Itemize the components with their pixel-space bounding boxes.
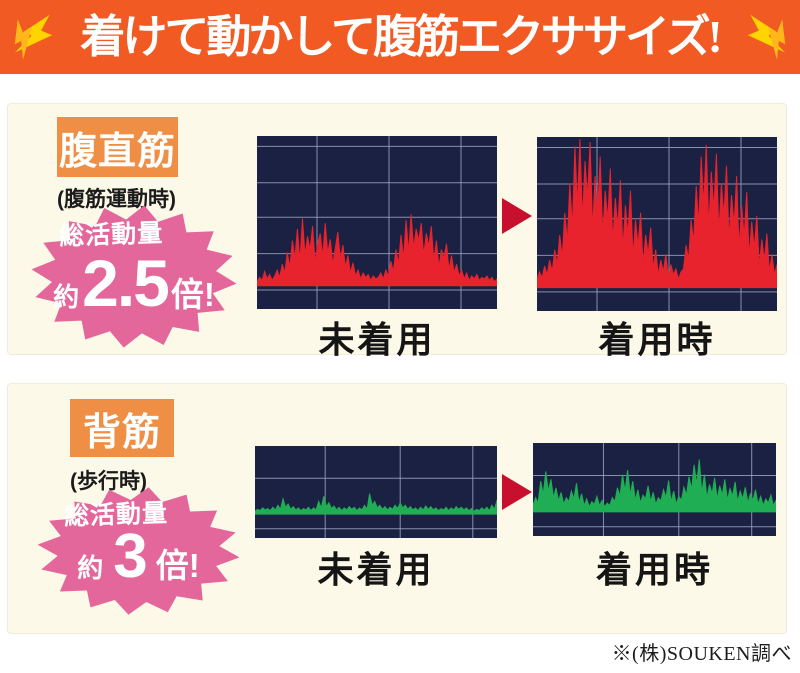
burst-number: 3 xyxy=(113,522,148,591)
burst-value: 約 3 倍! xyxy=(36,512,241,602)
muscle-tag-label: 腹直筋 xyxy=(58,130,176,173)
burst-number: 2.5 xyxy=(82,246,170,320)
starburst-shape xyxy=(37,487,240,615)
emg-chart-rectus-before xyxy=(256,136,498,309)
muscle-tag-label: 背筋 xyxy=(82,411,161,454)
muscle-tag-rectus: 腹直筋 xyxy=(57,117,178,177)
burst-value: 約 2.5 倍! xyxy=(30,238,238,328)
starburst-badge-rectus: 総活動量 約 2.5 倍! xyxy=(30,204,238,349)
section-back-muscle: 背筋 (歩行時) 総活動量 約 3 倍! 未着用 着用時 xyxy=(7,383,787,634)
burst-suffix: 倍! xyxy=(170,276,215,313)
emg-chart-back-after xyxy=(532,443,777,536)
emg-chart-rectus-after xyxy=(536,137,778,311)
header-banner: 着けて動かして腹筋エクササイズ! xyxy=(0,0,800,74)
arrow-right-icon xyxy=(502,198,532,234)
lightning-bolt-icon-left xyxy=(3,6,59,75)
emg-chart-back-before xyxy=(254,446,498,538)
burst-prefix: 約 xyxy=(53,282,80,312)
chart-label-after: 着用時 xyxy=(595,549,713,590)
source-note: ※(株)SOUKEN調べ xyxy=(611,643,792,665)
chart-label-after: 着用時 xyxy=(598,319,716,360)
chart-label-before: 未着用 xyxy=(318,319,436,360)
section-rectus-abdominis: 腹直筋 (腹筋運動時) 総活動量 約 2.5 倍! 未着用 着用時 xyxy=(7,103,787,360)
burst-prefix: 約 xyxy=(77,553,104,583)
burst-suffix: 倍! xyxy=(155,547,200,584)
condition-label: (歩行時) xyxy=(70,470,147,493)
page-title: 着けて動かして腹筋エクササイズ! xyxy=(80,12,722,62)
lightning-bolt-icon-right xyxy=(741,6,797,75)
condition-label: (腹筋運動時) xyxy=(57,188,176,211)
starburst-shape xyxy=(31,205,237,348)
chart-label-before: 未着用 xyxy=(317,549,435,590)
arrow-right-icon xyxy=(502,474,532,510)
starburst-badge-back: 総活動量 約 3 倍! xyxy=(36,486,241,616)
muscle-tag-back: 背筋 xyxy=(70,399,174,457)
